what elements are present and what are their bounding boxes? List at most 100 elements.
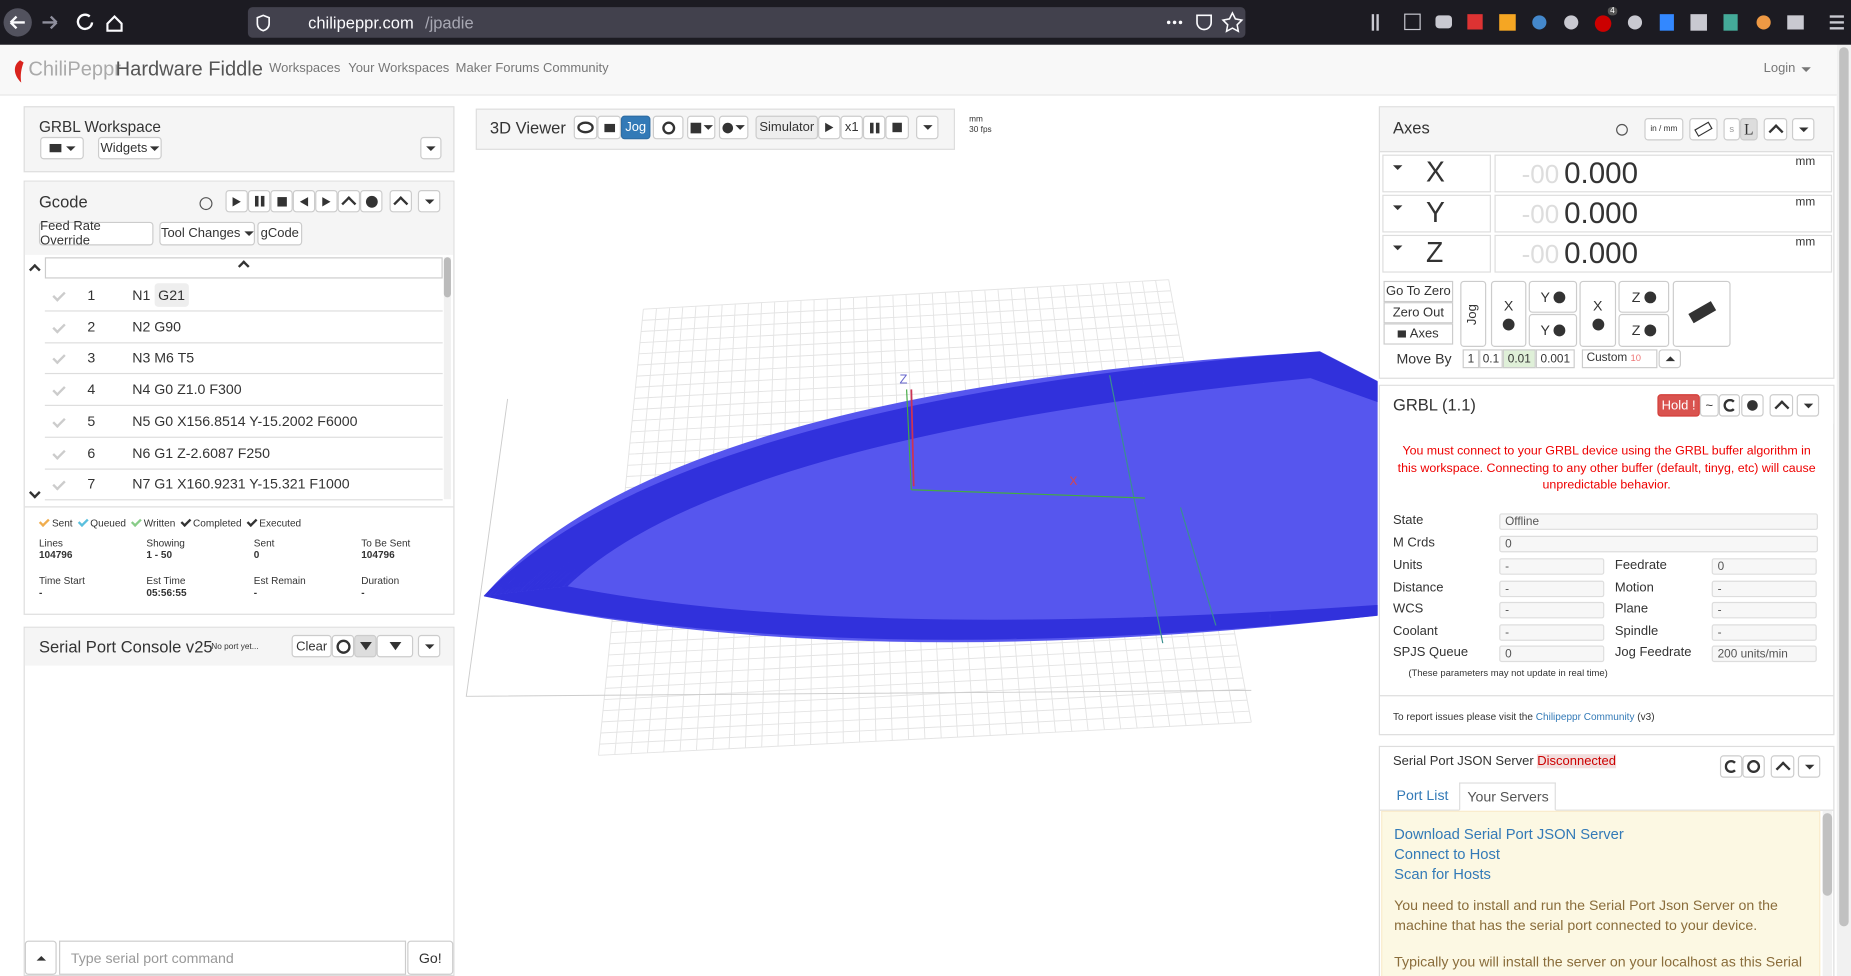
unit-s[interactable]: s: [1723, 118, 1741, 141]
grbl-collapse[interactable]: [1769, 394, 1794, 417]
jog-button[interactable]: Z: [1618, 313, 1670, 347]
ruler-button[interactable]: [1689, 118, 1718, 141]
jog-toggle[interactable]: Jog: [620, 115, 651, 140]
spjs-link[interactable]: Connect to Host: [1394, 846, 1500, 863]
probe-button[interactable]: [1672, 280, 1731, 347]
pause-button[interactable]: [247, 190, 271, 213]
hold-button[interactable]: Hold !: [1657, 394, 1700, 417]
workspace-menu[interactable]: [40, 136, 84, 160]
simulator-label[interactable]: Simulator: [755, 115, 819, 140]
sim-play[interactable]: [818, 115, 841, 140]
field-label: Motion: [1614, 580, 1654, 595]
page-up[interactable]: [28, 263, 41, 276]
command-input[interactable]: Type serial port command: [59, 940, 407, 975]
gcode-row[interactable]: 2 N2 G90: [44, 311, 443, 344]
filter-edit-button[interactable]: [376, 634, 414, 658]
step-button[interactable]: 0.01: [1502, 349, 1536, 369]
play-button[interactable]: [225, 190, 248, 213]
jog-button[interactable]: Y: [1528, 280, 1578, 313]
scroll-up-row[interactable]: [44, 257, 443, 279]
spjs-refresh[interactable]: [1719, 755, 1743, 778]
home-button[interactable]: [106, 15, 123, 32]
jog-button[interactable]: Z: [1618, 280, 1670, 313]
page-scrollbar[interactable]: [1836, 44, 1851, 976]
step-button[interactable]: [315, 190, 338, 213]
spjs-power[interactable]: [1742, 755, 1765, 778]
gcode-row[interactable]: 3 N3 M6 T5: [44, 343, 443, 375]
line-code: N4 G0 Z1.0 F300: [132, 381, 242, 398]
widgets-button[interactable]: Widgets: [97, 136, 162, 160]
stop-button[interactable]: [270, 190, 293, 213]
rewind-button[interactable]: [292, 190, 316, 213]
unit-toggle[interactable]: in / mm: [1644, 118, 1684, 141]
tab-port-list[interactable]: Port List: [1396, 787, 1449, 804]
tab-your-servers[interactable]: Your Servers: [1459, 782, 1556, 811]
nav-link[interactable]: Maker Forums Community: [455, 61, 609, 76]
grbl-caret[interactable]: [1796, 394, 1820, 417]
login[interactable]: Login: [1763, 61, 1796, 76]
sim-speed[interactable]: x1: [840, 115, 863, 140]
brand-light[interactable]: ChiliPeppr: [28, 57, 121, 81]
nav-link[interactable]: Your Workspaces: [348, 61, 450, 76]
gcode-tab[interactable]: gCode: [257, 221, 303, 246]
gcode-row[interactable]: 4 N4 G0 Z1.0 F300: [44, 374, 443, 407]
url-bar[interactable]: [247, 7, 1246, 38]
filter-button[interactable]: [354, 634, 377, 658]
page-down[interactable]: [28, 486, 41, 499]
clear-button[interactable]: Clear: [291, 634, 332, 658]
jog-button[interactable]: X: [1579, 280, 1617, 347]
step-button[interactable]: 0.001: [1535, 349, 1575, 369]
gcode-row[interactable]: 7 N7 G1 X160.9231 Y-15.321 F1000: [44, 469, 443, 501]
reload-button[interactable]: [76, 13, 94, 31]
report-link[interactable]: Chilipeppr Community: [1535, 710, 1635, 723]
sim-pause[interactable]: [862, 115, 886, 140]
sim-stop[interactable]: [885, 115, 909, 140]
gcode-caret[interactable]: [417, 190, 441, 213]
forward-button[interactable]: [42, 15, 58, 30]
camera-button[interactable]: [597, 115, 621, 140]
legend-item: Queued: [77, 516, 126, 529]
move-caret[interactable]: [1658, 349, 1682, 369]
refresh-button[interactable]: [1718, 394, 1741, 417]
spjs-link[interactable]: Download Serial Port JSON Server: [1394, 826, 1624, 843]
axes-collapse[interactable]: [1763, 118, 1788, 141]
settings-button[interactable]: [360, 190, 383, 213]
history-button[interactable]: [24, 940, 57, 975]
spjs-collapse[interactable]: [1770, 755, 1795, 778]
gear-button[interactable]: [718, 115, 749, 140]
brand[interactable]: Hardware Fiddle: [115, 57, 263, 81]
spjs-link[interactable]: Scan for Hosts: [1394, 866, 1491, 883]
send-button[interactable]: Go!: [407, 940, 454, 975]
gcode-tab[interactable]: Tool Changes: [159, 221, 255, 246]
axes-side-button[interactable]: Go To Zero: [1383, 280, 1454, 303]
axes-caret[interactable]: [1791, 118, 1815, 141]
gcode-row[interactable]: 5 N5 G0 X156.8514 Y-15.2002 F6000: [44, 406, 443, 438]
grbl-settings[interactable]: [1741, 394, 1764, 417]
resume-button[interactable]: ~: [1699, 394, 1719, 417]
nav-link[interactable]: Workspaces: [269, 61, 341, 76]
axes-side-button[interactable]: Axes: [1383, 323, 1454, 345]
step-button[interactable]: 1: [1462, 349, 1480, 369]
viewer-caret[interactable]: [916, 115, 939, 140]
custom-step[interactable]: Custom 10: [1581, 349, 1658, 369]
plane-button[interactable]: [337, 190, 361, 213]
gcode-row[interactable]: 6 N6 G1 Z-2.6087 F250: [44, 437, 443, 470]
jog-button[interactable]: Y: [1528, 313, 1578, 347]
console-caret[interactable]: [417, 634, 441, 658]
zoom-button[interactable]: [652, 115, 684, 140]
3d-scene[interactable]: [456, 94, 1378, 976]
spjs-scrollbar[interactable]: [1822, 810, 1833, 976]
unit-l[interactable]: L: [1740, 118, 1758, 141]
block-button[interactable]: [331, 634, 355, 658]
axes-side-button[interactable]: Zero Out: [1383, 302, 1454, 324]
gcode-tab[interactable]: Feed Rate Override: [38, 220, 154, 248]
gcode-scrollbar[interactable]: [443, 257, 451, 500]
workspace-caret[interactable]: [420, 136, 442, 160]
spjs-caret[interactable]: [1797, 755, 1821, 778]
grid-button[interactable]: [687, 115, 716, 140]
jog-button[interactable]: X: [1490, 280, 1527, 347]
collapse-button[interactable]: [389, 190, 412, 213]
gcode-row[interactable]: 1 N1 G21: [44, 280, 443, 312]
eye-button[interactable]: [573, 115, 598, 140]
step-button[interactable]: 0.1: [1479, 349, 1503, 369]
